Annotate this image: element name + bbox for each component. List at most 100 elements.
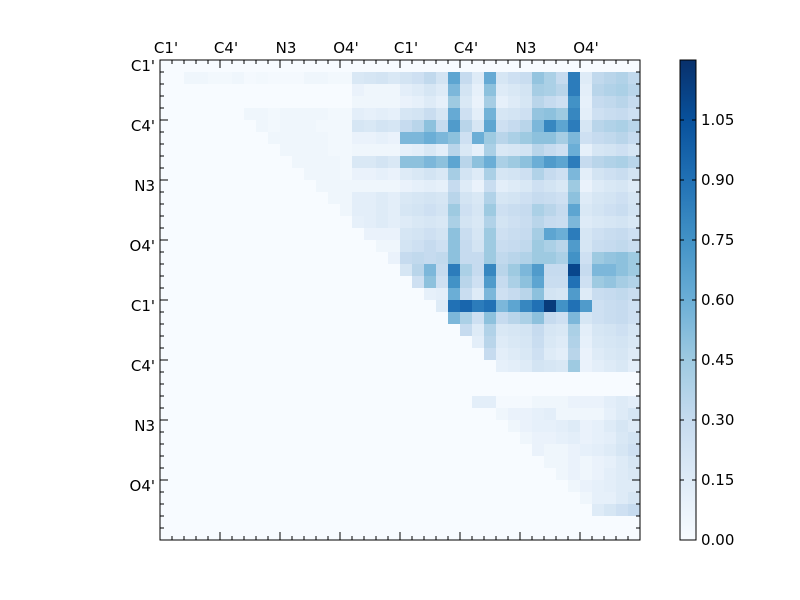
heatmap-cell <box>604 396 617 409</box>
heatmap-cell <box>232 204 245 217</box>
heatmap-cell <box>460 444 473 457</box>
heatmap-cell <box>568 420 581 433</box>
heatmap-cell <box>292 336 305 349</box>
heatmap-cell <box>520 96 533 109</box>
heatmap-cell <box>220 528 233 541</box>
heatmap-cell <box>172 456 185 469</box>
heatmap-cell <box>304 252 317 265</box>
heatmap-cell <box>556 528 569 541</box>
heatmap-cell <box>460 132 473 145</box>
heatmap-cell <box>628 204 641 217</box>
heatmap-cell <box>508 516 521 529</box>
heatmap-cell <box>388 360 401 373</box>
heatmap-cell <box>364 312 377 325</box>
heatmap-cell <box>412 360 425 373</box>
heatmap-cell <box>472 456 485 469</box>
heatmap-cell <box>172 228 185 241</box>
heatmap-cell <box>340 432 353 445</box>
heatmap-cell <box>352 480 365 493</box>
heatmap-cell <box>460 468 473 481</box>
y-tick-label: C4' <box>131 357 155 375</box>
heatmap-cell <box>268 312 281 325</box>
heatmap-cell <box>196 324 209 337</box>
heatmap-cell <box>256 408 269 421</box>
heatmap-cell <box>352 252 365 265</box>
heatmap-cell <box>496 408 509 421</box>
heatmap-cell <box>556 384 569 397</box>
heatmap-cell <box>424 324 437 337</box>
heatmap-cell <box>448 120 461 133</box>
heatmap-cell <box>424 252 437 265</box>
heatmap-cell <box>232 72 245 85</box>
heatmap-cell <box>616 156 629 169</box>
heatmap-cell <box>172 252 185 265</box>
heatmap-cell <box>628 480 641 493</box>
heatmap-cell <box>508 168 521 181</box>
heatmap-cell <box>628 288 641 301</box>
heatmap-cell <box>376 84 389 97</box>
heatmap-cell <box>364 216 377 229</box>
heatmap-cell <box>232 396 245 409</box>
heatmap-cell <box>520 432 533 445</box>
heatmap-cell <box>544 216 557 229</box>
heatmap-cell <box>460 108 473 121</box>
heatmap-cell <box>508 396 521 409</box>
heatmap-cell <box>328 480 341 493</box>
heatmap-cell <box>196 144 209 157</box>
heatmap-cell <box>340 264 353 277</box>
heatmap-cell <box>520 516 533 529</box>
heatmap-cell <box>460 144 473 157</box>
heatmap-cell <box>628 132 641 145</box>
heatmap-cell <box>316 228 329 241</box>
heatmap-cell <box>616 72 629 85</box>
heatmap-cell <box>484 216 497 229</box>
heatmap-cell <box>532 204 545 217</box>
heatmap-cell <box>232 168 245 181</box>
heatmap-cell <box>448 480 461 493</box>
heatmap-cell <box>256 444 269 457</box>
heatmap-cell <box>616 384 629 397</box>
heatmap-cell <box>508 444 521 457</box>
heatmap-cell <box>364 384 377 397</box>
heatmap-cell <box>268 360 281 373</box>
heatmap-cell <box>520 300 533 313</box>
y-tick-label: O4' <box>130 477 155 495</box>
heatmap-cell <box>160 360 173 373</box>
heatmap-cell <box>256 504 269 517</box>
heatmap-cell <box>412 504 425 517</box>
heatmap-cell <box>388 528 401 541</box>
heatmap-cell <box>268 132 281 145</box>
heatmap-cell <box>472 408 485 421</box>
heatmap-cell <box>220 360 233 373</box>
heatmap-cell <box>184 168 197 181</box>
heatmap-cell <box>208 300 221 313</box>
heatmap-cell <box>160 396 173 409</box>
heatmap-cell <box>556 96 569 109</box>
heatmap-cell <box>460 192 473 205</box>
heatmap-cell <box>172 276 185 289</box>
heatmap-cell <box>304 216 317 229</box>
heatmap-cell <box>508 228 521 241</box>
heatmap-cell <box>400 312 413 325</box>
heatmap-cell <box>544 384 557 397</box>
heatmap-cell <box>232 336 245 349</box>
heatmap-cell <box>580 480 593 493</box>
heatmap-cell <box>448 432 461 445</box>
heatmap-cell <box>400 408 413 421</box>
heatmap-cell <box>508 336 521 349</box>
heatmap-cell <box>556 156 569 169</box>
heatmap-cell <box>496 276 509 289</box>
heatmap-cell <box>532 72 545 85</box>
heatmap-cell <box>232 528 245 541</box>
heatmap-cell <box>436 72 449 85</box>
heatmap-cell <box>556 168 569 181</box>
heatmap-cell <box>292 60 305 73</box>
heatmap-cell <box>232 372 245 385</box>
heatmap-cell <box>628 192 641 205</box>
heatmap-cell <box>328 372 341 385</box>
heatmap-cell <box>244 384 257 397</box>
heatmap-cell <box>364 480 377 493</box>
heatmap-cell <box>220 504 233 517</box>
heatmap-cell <box>520 180 533 193</box>
